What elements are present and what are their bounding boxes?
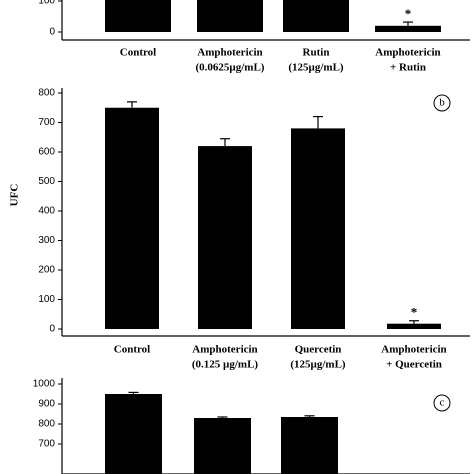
x-tick-label: Rutin — [303, 47, 330, 59]
bar — [105, 0, 171, 32]
panel-label: c — [440, 397, 445, 409]
bars — [105, 101, 441, 329]
y-tick-label: 500 — [38, 176, 55, 187]
bar — [198, 146, 252, 329]
y-tick-label: 100 — [38, 0, 55, 7]
y-tick-label: 700 — [38, 439, 55, 450]
y-tick-label: 800 — [38, 419, 55, 430]
x-tick-label: Amphotericin — [381, 344, 446, 356]
bar — [105, 107, 159, 329]
x-tick-label: + Rutin — [390, 62, 426, 74]
annotation: * — [411, 305, 418, 320]
x-tick-label: Amphotericin — [197, 47, 262, 59]
bar — [291, 128, 345, 329]
y-tick-label: 100 — [38, 294, 55, 305]
x-tick-label: Amphotericin — [375, 47, 440, 59]
panel-label-circle — [433, 394, 451, 412]
annotation: * — [405, 6, 412, 21]
x-tick-label: Control — [114, 344, 150, 356]
y-tick-label: 900 — [38, 399, 55, 410]
bar — [375, 25, 441, 32]
bar — [105, 394, 162, 474]
y-tick-label: 300 — [38, 235, 55, 246]
x-tick-label: (125µg/mL) — [290, 359, 346, 371]
x-tick-label: (125µg/mL) — [288, 62, 344, 74]
x-tick-label: (0.0625µg/mL) — [196, 62, 265, 74]
panel-label: b — [439, 97, 445, 109]
y-tick-label: 400 — [38, 206, 55, 217]
y-tick-label: 800 — [38, 88, 55, 99]
bar — [281, 417, 338, 474]
bar — [194, 418, 251, 474]
y-tick-label: 700 — [38, 117, 55, 128]
x-tick-label: Control — [120, 47, 156, 59]
bar — [197, 0, 263, 32]
y-tick-label: 0 — [49, 324, 55, 335]
y-tick-label: 600 — [38, 147, 55, 158]
bar — [283, 0, 349, 32]
bars — [105, 0, 441, 32]
y-axis-label: UFC — [9, 184, 21, 207]
bar — [387, 323, 441, 329]
x-tick-label: Quercetin — [295, 344, 342, 356]
y-tick-label: 0 — [49, 27, 55, 38]
x-tick-label: Amphotericin — [192, 344, 257, 356]
x-tick-label: (0.125 µg/mL) — [192, 359, 259, 371]
y-tick-label: 1000 — [33, 379, 56, 390]
y-tick-label: 200 — [38, 265, 55, 276]
panel-label-circle — [433, 94, 451, 112]
x-tick-label: + Quercetin — [386, 359, 442, 371]
bars — [105, 391, 338, 474]
